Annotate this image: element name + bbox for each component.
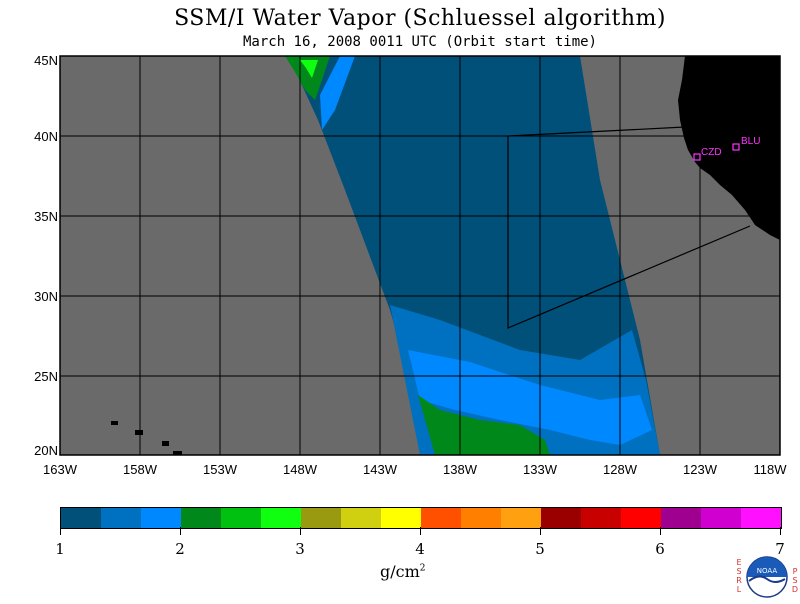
- esrl-letter: E: [736, 558, 742, 567]
- colorbar-tick: [300, 527, 301, 535]
- lat-label: 40N: [34, 129, 58, 144]
- colorbar-swatch: [461, 508, 501, 528]
- land-north-america: [678, 56, 780, 240]
- colorbar-swatch: [101, 508, 141, 528]
- colorbar-swatch: [581, 508, 621, 528]
- sector-outline: [507, 136, 751, 329]
- station-marker-czd: [693, 153, 701, 161]
- lat-label: 25N: [34, 369, 58, 384]
- colorbar-swatch: [181, 508, 221, 528]
- psd-letter: S: [792, 576, 798, 585]
- swath-dark-blue: [288, 56, 660, 455]
- station-label-czd: CZD: [701, 147, 722, 158]
- colorbar-swatch: [141, 508, 181, 528]
- sector-top-line: [507, 126, 686, 137]
- colorbar-tick: [420, 527, 421, 535]
- station-label-blu: BLU: [741, 136, 761, 147]
- hawaii-big-island: [173, 451, 182, 455]
- colorbar-tick-label: 6: [655, 540, 665, 558]
- colorbar-units: g/cm2: [380, 562, 426, 581]
- colorbar-swatch: [261, 508, 301, 528]
- esrl-letter: S: [736, 567, 742, 576]
- colorbar-swatch: [661, 508, 701, 528]
- colorbar-tick: [660, 527, 661, 535]
- map-frame: [59, 55, 781, 456]
- lat-lon-grid: [60, 56, 780, 455]
- noaa-logo-icon: NOAA: [746, 556, 788, 598]
- colorbar-tick-label: 1: [55, 540, 65, 558]
- lon-label: 153W: [203, 462, 237, 477]
- colorbar-swatch: [501, 508, 541, 528]
- lat-label: 45N: [34, 53, 58, 68]
- lon-label: 148W: [283, 462, 317, 477]
- swath-light-blue: [408, 350, 652, 445]
- colorbar-tick: [780, 527, 781, 535]
- colorbar: [60, 507, 782, 529]
- swath-north-blue: [320, 56, 355, 130]
- colorbar-tick: [60, 527, 61, 535]
- psd-letter: P: [792, 567, 798, 576]
- station-marker-blu: [732, 143, 740, 151]
- lon-label: 133W: [523, 462, 557, 477]
- colorbar-tick: [540, 527, 541, 535]
- page-title: SSM/I Water Vapor (Schluessel algorithm): [174, 6, 666, 31]
- swath-north-bright-green: [300, 60, 318, 78]
- colorbar-swatch: [541, 508, 581, 528]
- colorbar-swatch: [341, 508, 381, 528]
- swath-green: [418, 395, 550, 455]
- colorbar-tick-label: 5: [535, 540, 545, 558]
- colorbar-swatch: [381, 508, 421, 528]
- colorbar-tick-label: 7: [775, 540, 785, 558]
- lon-label: 118W: [753, 462, 787, 477]
- logo-badge-text: NOAA: [757, 567, 778, 575]
- colorbar-tick: [180, 527, 181, 535]
- esrl-letter: R: [736, 576, 742, 585]
- lon-label: 163W: [43, 462, 77, 477]
- colorbar-swatch: [221, 508, 261, 528]
- esrl-letter: L: [736, 585, 742, 594]
- lat-label: 20N: [34, 443, 58, 458]
- colorbar-swatch: [741, 508, 781, 528]
- hawaii-maui: [162, 441, 169, 446]
- lon-label: 128W: [603, 462, 637, 477]
- lat-label: 30N: [34, 289, 58, 304]
- colorbar-tick-label: 2: [175, 540, 185, 558]
- psd-letter: D: [791, 585, 799, 594]
- page-subtitle: March 16, 2008 0011 UTC (Orbit start tim…: [242, 34, 597, 50]
- lon-label: 143W: [363, 462, 397, 477]
- colorbar-swatch: [61, 508, 101, 528]
- colorbar-swatch: [621, 508, 661, 528]
- noaa-esrl-psd-logo: NOAA E S R L P S D: [735, 555, 799, 600]
- swath-north-green: [285, 56, 330, 100]
- lat-label: 35N: [34, 209, 58, 224]
- lon-label: 123W: [683, 462, 717, 477]
- hawaii-oahu: [135, 430, 143, 435]
- lon-label: 138W: [443, 462, 477, 477]
- colorbar-swatch: [301, 508, 341, 528]
- colorbar-swatch: [421, 508, 461, 528]
- colorbar-tick-label: 4: [415, 540, 425, 558]
- lon-label: 158W: [123, 462, 157, 477]
- colorbar-swatch: [701, 508, 741, 528]
- colorbar-tick-label: 3: [295, 540, 305, 558]
- hawaii-kauai: [111, 421, 118, 425]
